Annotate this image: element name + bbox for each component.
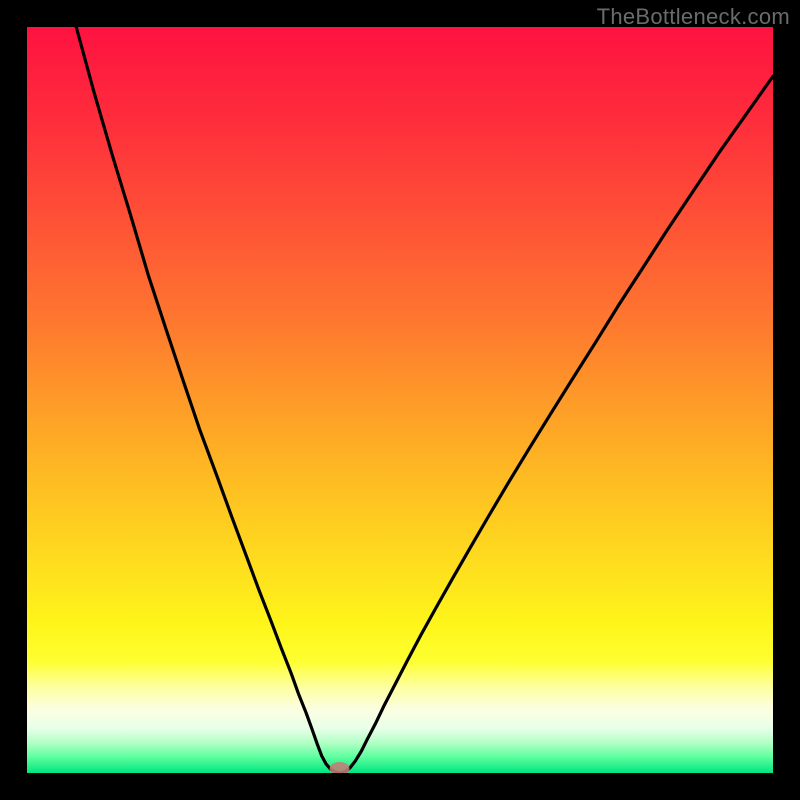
chart-stage: TheBottleneck.com bbox=[0, 0, 800, 800]
plot-background bbox=[27, 27, 773, 773]
chart-svg bbox=[0, 0, 800, 800]
watermark-text: TheBottleneck.com bbox=[597, 4, 790, 30]
